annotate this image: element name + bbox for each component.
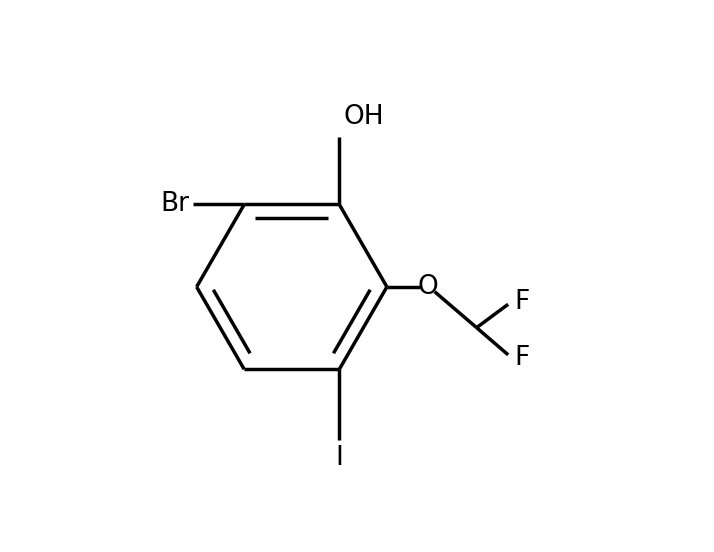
- Text: O: O: [417, 274, 438, 300]
- Text: Br: Br: [161, 192, 190, 217]
- Text: I: I: [336, 445, 343, 471]
- Text: F: F: [515, 344, 530, 370]
- Text: OH: OH: [343, 104, 384, 130]
- Text: F: F: [515, 289, 530, 315]
